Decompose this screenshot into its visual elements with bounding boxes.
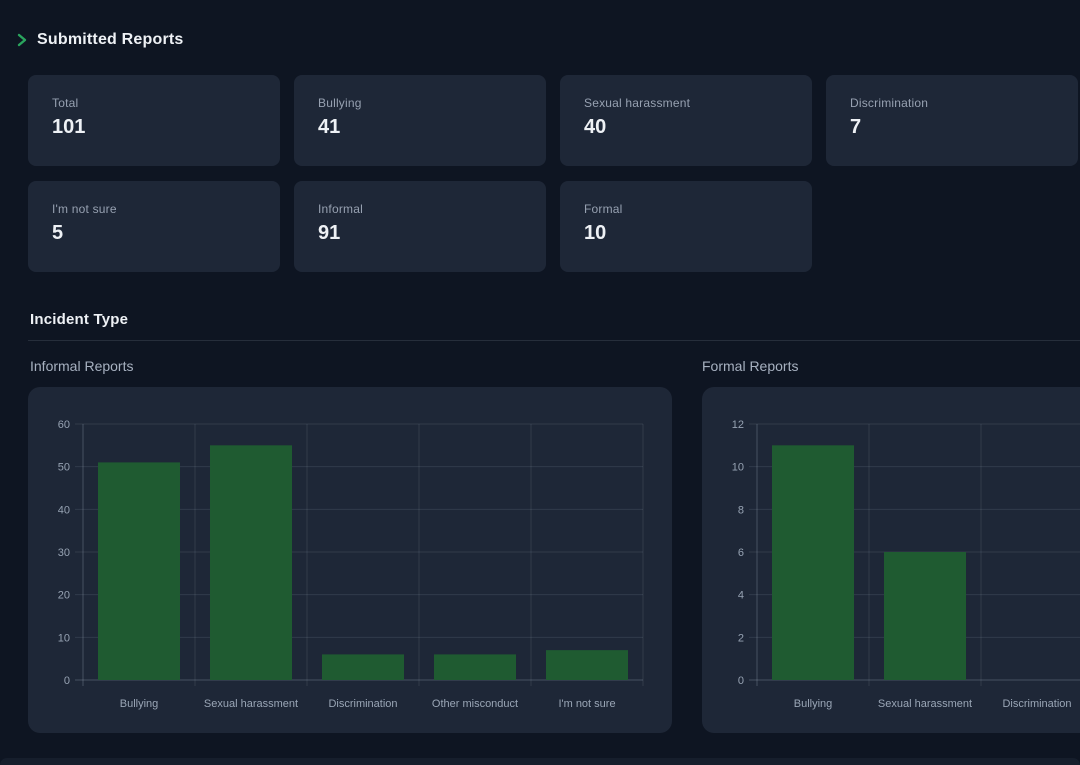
stat-card: Formal 10 [560,181,812,272]
next-section-panel-edge [0,758,1080,765]
informal-reports-title: Informal Reports [30,358,134,374]
stat-card-value: 40 [584,116,607,138]
stat-card-label: Bullying [318,96,362,110]
stat-card: Total 101 [28,75,280,166]
svg-text:Bullying: Bullying [120,698,159,710]
section-divider [28,340,1080,341]
page-title: Submitted Reports [37,31,184,48]
incident-type-title: Incident Type [30,311,129,328]
stat-card: I'm not sure 5 [28,181,280,272]
svg-text:Sexual harassment: Sexual harassment [204,698,298,710]
svg-text:8: 8 [738,504,744,516]
chevron-right-icon [16,33,28,47]
stat-card: Sexual harassment 40 [560,75,812,166]
formal-reports-title: Formal Reports [702,358,799,374]
stat-card-value: 41 [318,116,341,138]
svg-text:20: 20 [58,590,70,602]
stat-card-label: Formal [584,202,623,216]
stat-card-label: Informal [318,202,363,216]
stat-card: Bullying 41 [294,75,546,166]
svg-text:Sexual harassment: Sexual harassment [878,698,972,710]
submitted-reports-header[interactable]: Submitted Reports [16,31,184,49]
svg-text:40: 40 [58,504,70,516]
stat-card: Informal 91 [294,181,546,272]
stat-card-label: Discrimination [850,96,929,110]
stat-card-label: Sexual harassment [584,96,691,110]
stat-card-label: I'm not sure [52,202,117,216]
stat-card-label: Total [52,96,79,110]
svg-text:0: 0 [64,675,70,687]
svg-text:I'm not sure: I'm not sure [558,698,615,710]
stat-cards-grid: Total 101 Bullying 41 Sexual harassment … [28,75,1078,272]
svg-text:4: 4 [738,590,744,602]
svg-text:6: 6 [738,547,744,559]
stat-card-value: 91 [318,222,341,244]
svg-text:Other misconduct: Other misconduct [432,698,518,710]
svg-text:60: 60 [58,419,70,431]
stat-card-value: 7 [850,116,862,138]
svg-text:50: 50 [58,462,70,474]
svg-text:10: 10 [732,462,744,474]
stat-card-value: 101 [52,116,86,138]
svg-text:10: 10 [58,632,70,644]
informal-reports-chart: 0 10 20 30 40 50 60 Bullying Sexual harassment Di… [28,387,672,733]
formal-reports-chart: 0 2 4 6 8 10 12 Bullying Sexual harassment Discri… [702,387,1080,733]
svg-text:2: 2 [738,632,744,644]
stat-card-value: 5 [52,222,64,244]
svg-text:Discrimination: Discrimination [328,698,397,710]
svg-text:Bullying: Bullying [794,698,833,710]
stat-card: Discrimination 7 [826,75,1078,166]
svg-text:30: 30 [58,547,70,559]
svg-text:Discrimination: Discrimination [1002,698,1071,710]
svg-text:0: 0 [738,675,744,687]
svg-text:12: 12 [732,419,744,431]
stat-card-value: 10 [584,222,607,244]
